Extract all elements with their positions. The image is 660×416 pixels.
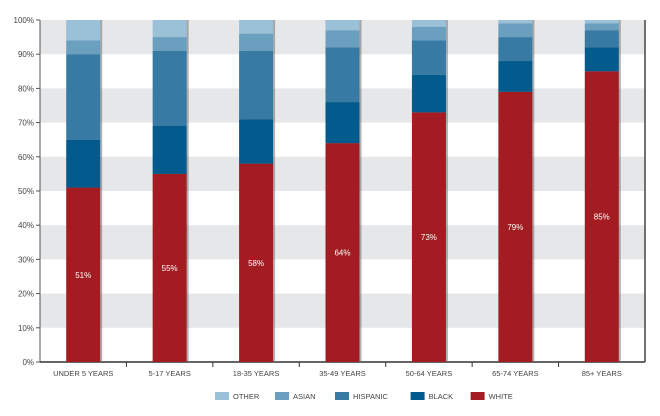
- bar-segment-black: [411, 74, 446, 113]
- y-tick-label: 100%: [14, 16, 34, 25]
- bar-segment-white: [66, 187, 101, 362]
- bar-segment-hispanic: [584, 30, 619, 48]
- y-tick-label: 90%: [18, 50, 34, 59]
- x-tick-label: 85+ YEARS: [582, 369, 622, 378]
- data-label: 51%: [75, 271, 91, 280]
- bar-segment-hispanic: [239, 50, 274, 120]
- bar-segment-asian: [239, 33, 274, 51]
- x-tick-label: 50-64 YEARS: [406, 369, 453, 378]
- bar-segment-asian: [152, 37, 187, 51]
- bar-segment-other: [498, 20, 533, 24]
- y-tick-label: 70%: [18, 119, 34, 128]
- legend-swatch-black: [410, 392, 425, 400]
- bar-segment-asian: [66, 40, 101, 55]
- bar-segment-asian: [584, 23, 619, 31]
- legend-label-white: WHITE: [489, 392, 513, 401]
- legend-swatch-other: [215, 392, 229, 400]
- legend-swatch-white: [470, 392, 485, 400]
- bar-segment-hispanic: [152, 50, 187, 127]
- bar-segment-white: [498, 91, 533, 362]
- y-tick-label: 50%: [18, 187, 34, 196]
- legend-label-other: OTHER: [233, 392, 260, 401]
- y-tick-label: 80%: [18, 84, 34, 93]
- x-tick-label: 18-35 YEARS: [233, 369, 280, 378]
- bar-segment-other: [239, 20, 274, 34]
- x-tick-label: 5-17 YEARS: [148, 369, 190, 378]
- bar-segment-other: [152, 20, 187, 38]
- bar-segment-asian: [411, 26, 446, 41]
- bar-segment-hispanic: [325, 47, 360, 103]
- bar-segment-asian: [498, 23, 533, 38]
- y-tick-label: 0%: [22, 358, 34, 367]
- y-tick-label: 40%: [18, 221, 34, 230]
- bar-segment-black: [584, 47, 619, 72]
- legend-label-hispanic: HISPANIC: [353, 392, 388, 401]
- x-tick-label: 35-49 YEARS: [319, 369, 366, 378]
- bar-segment-other: [411, 20, 446, 27]
- bar-segment-white: [411, 112, 446, 362]
- bar-segment-black: [152, 126, 187, 174]
- legend-swatch-hispanic: [335, 392, 349, 400]
- bar-segment-hispanic: [498, 37, 533, 62]
- bar-segment-other: [584, 20, 619, 24]
- bar-segment-black: [498, 61, 533, 92]
- legend-label-asian: ASIAN: [293, 392, 316, 401]
- bar-segment-hispanic: [66, 54, 101, 140]
- bar-segment-white: [325, 143, 360, 362]
- y-tick-label: 30%: [18, 255, 34, 264]
- x-tick-label: UNDER 5 YEARS: [53, 369, 113, 378]
- data-label: 73%: [421, 233, 437, 242]
- bar-segment-other: [325, 20, 360, 31]
- bar-segment-black: [325, 102, 360, 144]
- legend-label-black: BLACK: [429, 392, 454, 401]
- data-label: 64%: [334, 249, 350, 258]
- data-label: 55%: [162, 264, 178, 273]
- bar-segment-black: [66, 139, 101, 188]
- x-tick-label: 65-74 YEARS: [492, 369, 539, 378]
- bar-segment-other: [66, 20, 101, 41]
- bar-segment-white: [239, 163, 274, 362]
- bar-segment-white: [152, 173, 187, 362]
- data-label: 79%: [507, 223, 523, 232]
- y-tick-label: 20%: [18, 290, 34, 299]
- y-tick-label: 60%: [18, 153, 34, 162]
- legend-swatch-asian: [275, 392, 289, 400]
- bar-segment-hispanic: [411, 40, 446, 75]
- y-tick-label: 10%: [18, 324, 34, 333]
- data-label: 85%: [594, 213, 610, 222]
- data-label: 58%: [248, 259, 264, 268]
- bar-segment-white: [584, 71, 619, 363]
- bar-segment-black: [239, 119, 274, 164]
- bar-segment-asian: [325, 30, 360, 48]
